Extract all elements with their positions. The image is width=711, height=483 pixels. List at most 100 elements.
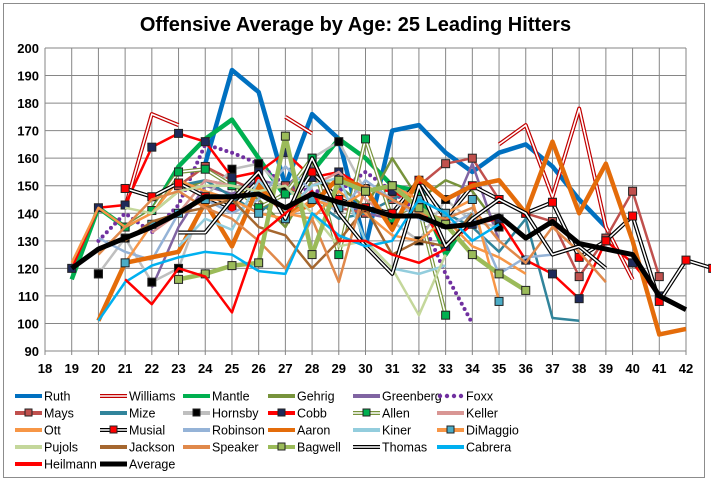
y-tick-label: 140 xyxy=(17,206,39,221)
legend-marker xyxy=(446,425,455,434)
legend-label: Keller xyxy=(466,407,498,421)
data-point-marker xyxy=(227,261,237,271)
y-tick-label: 130 xyxy=(17,234,39,249)
data-point-marker xyxy=(467,250,477,260)
legend-marker xyxy=(24,408,33,417)
data-point-marker xyxy=(628,211,638,221)
legend-marker xyxy=(277,442,286,451)
data-point-marker xyxy=(200,164,210,174)
y-tick-label: 110 xyxy=(18,289,39,304)
data-point-marker xyxy=(681,255,691,265)
data-point-marker xyxy=(494,296,504,306)
data-point-marker xyxy=(307,250,317,260)
data-point-marker xyxy=(628,186,638,196)
y-tick-label: 160 xyxy=(17,151,39,166)
series-cabrera: Cabrera xyxy=(97,198,511,455)
data-point-marker xyxy=(174,128,184,138)
series-aaron: Aaron xyxy=(96,139,687,438)
legend-swatch xyxy=(451,393,457,399)
series-line xyxy=(97,184,607,284)
data-point-marker xyxy=(174,274,184,284)
data-point-marker xyxy=(467,153,477,163)
legend-label: Mantle xyxy=(212,390,250,404)
series-line xyxy=(96,139,687,337)
data-point-marker xyxy=(334,175,344,185)
data-point-marker xyxy=(254,208,264,218)
legend-swatch xyxy=(458,393,464,399)
legend-label: Heilmann xyxy=(44,458,97,472)
series-line xyxy=(497,106,635,281)
data-point-marker xyxy=(147,277,157,287)
series-kiner: Kiner xyxy=(177,176,446,438)
data-point-marker xyxy=(361,134,370,144)
legend-label: Greenberg xyxy=(382,390,442,404)
legend-label: Average xyxy=(129,458,175,472)
legend-label: Thomas xyxy=(382,441,427,455)
legend-label: Cobb xyxy=(297,407,327,421)
series-average: Average xyxy=(70,191,688,472)
x-tick-label: 22 xyxy=(145,361,159,376)
data-point-marker xyxy=(280,189,290,199)
legend-label: Cabrera xyxy=(466,441,511,455)
legend-label: Robinson xyxy=(212,424,265,438)
y-tick-label: 120 xyxy=(17,261,39,276)
x-tick-label: 30 xyxy=(358,361,372,376)
legend-label: Jackson xyxy=(129,441,175,455)
data-point-marker xyxy=(467,195,477,204)
series-line-inner xyxy=(178,157,607,275)
legend-label: Allen xyxy=(382,407,410,421)
legend-swatch xyxy=(444,393,450,399)
y-tick-label: 200 xyxy=(17,41,39,56)
data-point-marker xyxy=(200,137,210,147)
series-line xyxy=(124,189,447,314)
x-tick-label: 27 xyxy=(278,361,292,376)
legend-label: Mays xyxy=(44,407,74,421)
series-line xyxy=(70,191,688,312)
legend-label: Kiner xyxy=(382,424,411,438)
data-point-marker xyxy=(254,258,264,268)
x-tick-label: 19 xyxy=(64,361,78,376)
series-line-inner xyxy=(284,116,313,135)
data-point-marker xyxy=(120,183,130,193)
series-line-inner xyxy=(124,113,179,208)
series-heilmann: Heilmann xyxy=(15,189,447,472)
x-tick-label: 34 xyxy=(465,361,480,376)
legend-label: Mize xyxy=(129,407,155,421)
y-tick-label: 90 xyxy=(25,344,39,359)
legend-label: Musial xyxy=(129,424,165,438)
legend-label: Aaron xyxy=(297,424,330,438)
x-tick-label: 36 xyxy=(519,361,533,376)
x-tick-label: 38 xyxy=(572,361,586,376)
data-point-marker xyxy=(387,181,397,191)
x-tick-label: 33 xyxy=(438,361,452,376)
x-tick-label: 21 xyxy=(118,361,132,376)
data-point-marker xyxy=(547,269,557,279)
series-line xyxy=(97,198,500,322)
x-tick-label: 42 xyxy=(679,361,693,376)
legend-label: Speaker xyxy=(212,441,259,455)
x-tick-label: 32 xyxy=(412,361,426,376)
data-point-marker xyxy=(147,142,157,152)
x-tick-label: 29 xyxy=(332,361,346,376)
chart-title: Offensive Average by Age: 25 Leading Hit… xyxy=(139,14,572,36)
x-tick-label: 39 xyxy=(599,361,613,376)
data-point-marker xyxy=(280,131,290,141)
series-line xyxy=(177,176,446,276)
data-point-marker xyxy=(441,310,451,320)
data-point-marker xyxy=(494,269,504,279)
data-point-marker xyxy=(574,272,584,282)
x-tick-label: 40 xyxy=(625,361,639,376)
series-thomas: Thomas xyxy=(178,156,608,455)
data-point-marker xyxy=(174,178,184,188)
x-tick-label: 20 xyxy=(91,361,105,376)
data-point-marker xyxy=(93,269,103,279)
data-point-marker xyxy=(254,159,264,169)
data-point-marker xyxy=(708,263,711,273)
legend-label: Gehrig xyxy=(297,390,335,404)
chart-border xyxy=(3,3,705,478)
x-tick-label: 31 xyxy=(385,361,399,376)
y-tick-label: 100 xyxy=(17,316,39,331)
x-tick-label: 25 xyxy=(225,361,239,376)
